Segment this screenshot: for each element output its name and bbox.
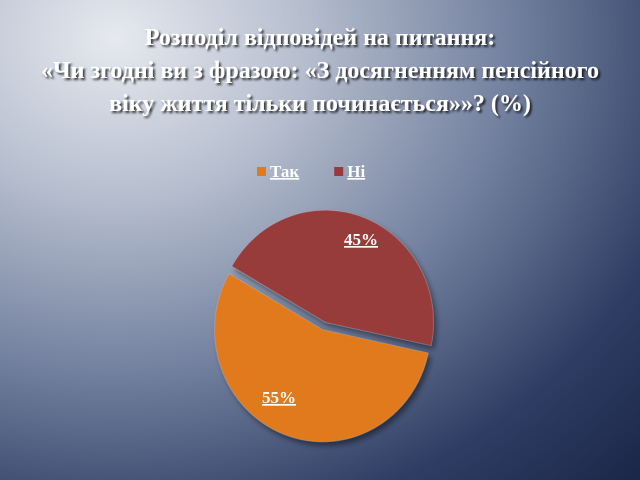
legend-swatch <box>334 167 344 176</box>
legend: Так Ні <box>257 162 365 181</box>
legend-swatch <box>257 167 266 176</box>
data-label: 45% <box>344 230 378 249</box>
title-line: «Чи згодні ви з фразою: «З досягненням п… <box>41 58 599 84</box>
pie-slice <box>214 273 429 443</box>
data-labels: 55% 45% <box>262 230 378 407</box>
title-line: Розподіл відповідей на питання: <box>145 25 496 51</box>
pie <box>214 209 434 443</box>
title-line: віку життя тільки починається»»? (%) <box>109 91 531 117</box>
legend-label: Ні <box>347 162 365 181</box>
title-group: Розподіл відповідей на питання: «Чи згод… <box>41 25 599 117</box>
data-label: 55% <box>262 388 296 407</box>
pie-slice <box>231 209 434 347</box>
legend-label: Так <box>270 162 299 181</box>
